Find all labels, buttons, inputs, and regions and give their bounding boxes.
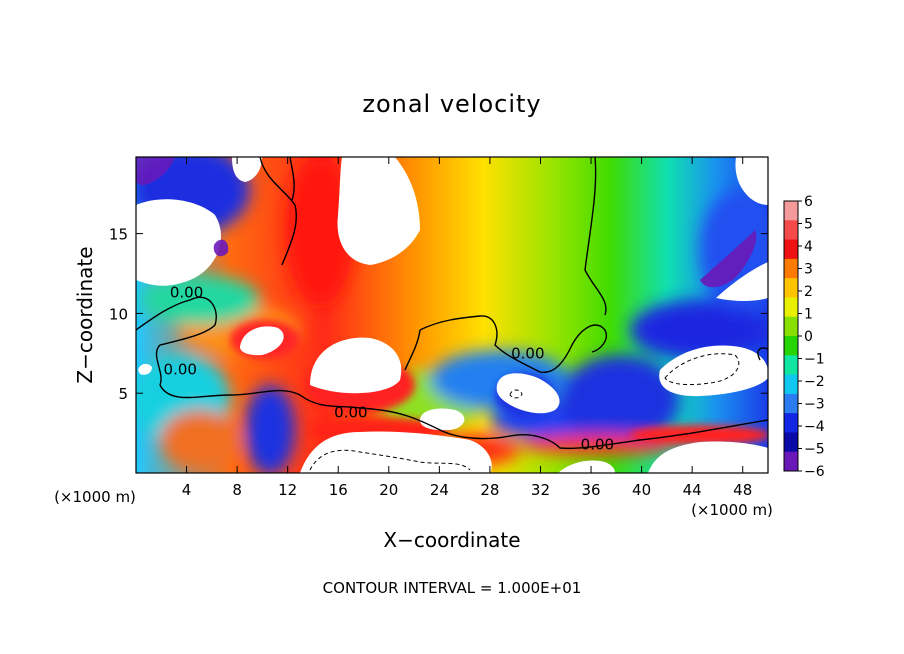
y-axis: 5 10 15 [109,226,768,403]
y-tick-label: 10 [109,305,128,323]
colorbar-swatch [784,374,798,395]
x-tick-label: 48 [733,481,752,499]
x-tick-label: 8 [232,481,242,499]
x-tick-label: 12 [278,481,297,499]
y-axis-label: Z−coordinate [73,246,97,383]
x-tick-label: 28 [480,481,499,499]
colorbar-swatch [784,451,798,472]
contour-label: 0.00 [511,344,544,362]
colorbar-swatch [784,297,798,318]
colorbar: 6 5 4 3 2 1 0 −1 −2 −3 −4 −5 −6 [783,194,825,480]
contour-label: 0.00 [581,435,614,453]
contour-label: 0.00 [164,360,197,378]
x-tick-label: 36 [581,481,600,499]
colorbar-swatch [784,393,798,414]
colorbar-label: 5 [804,217,813,233]
colorbar-label: 6 [804,194,813,210]
contour-label: 0.00 [170,284,203,302]
colorbar-label: −3 [804,397,825,413]
y-tick-label: 15 [109,226,128,244]
x-axis-label: X−coordinate [383,528,520,552]
colorbar-label: 3 [804,262,813,278]
x-tick-label: 4 [182,481,192,499]
contour-labels: 0.00 0.00 0.00 0.00 0.00 [164,284,615,454]
colorbar-label: 2 [804,284,813,300]
colorbar-swatch [784,258,798,279]
colorbar-label: 1 [804,307,813,323]
colorbar-label: −1 [804,352,825,368]
colorbar-swatch [784,278,798,298]
colorbar-swatch [784,201,798,221]
colorbar-swatch [784,432,798,453]
contour-label: 0.00 [334,403,367,421]
colorbar-swatch [784,239,798,260]
colorbar-label: −6 [804,464,825,480]
x-tick-label: 32 [531,481,550,499]
x-tick-label: 24 [430,481,449,499]
chart-title: zonal velocity [362,90,541,118]
colorbar-swatch [784,316,798,337]
y-tick-label: 5 [118,385,128,403]
x-origin-unit: (×1000 m) [54,488,136,506]
x-tick-label: 16 [329,481,348,499]
colorbar-label: −5 [804,442,825,458]
colorbar-label: −2 [804,374,825,390]
colorbar-swatch [784,355,798,376]
colorbar-swatch [784,413,798,433]
velocity-field [136,157,768,473]
x-end-unit: (×1000 m) [691,501,773,519]
plot-frame [135,156,769,474]
x-tick-label: 40 [632,481,651,499]
colorbar-label: 4 [804,239,813,255]
x-axis: 4 8 12 16 20 24 28 32 36 40 44 48 [182,157,752,499]
colorbar-label: 0 [804,329,813,345]
contour-interval-note: CONTOUR INTERVAL = 1.000E+01 [323,579,582,597]
colorbar-label: −4 [804,419,825,435]
colorbar-swatch [784,220,798,241]
colorbar-swatch [784,336,798,356]
x-tick-label: 44 [683,481,702,499]
x-tick-label: 20 [379,481,398,499]
